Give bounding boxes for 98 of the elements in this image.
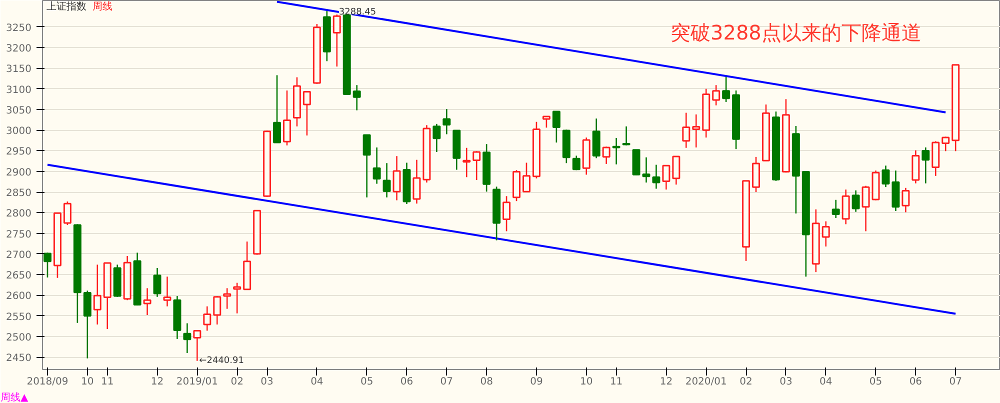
candlestick bbox=[542, 116, 550, 128]
annotation: ←2440.91 bbox=[199, 356, 244, 366]
x-tick-label: 03 bbox=[780, 376, 792, 388]
y-tick-label: 3100 bbox=[6, 84, 32, 96]
candlestick bbox=[432, 123, 441, 153]
candlestick bbox=[602, 146, 610, 165]
candlestick bbox=[233, 282, 242, 314]
candlestick bbox=[752, 156, 760, 193]
x-tick-label: 07 bbox=[949, 376, 962, 388]
candlestick bbox=[622, 126, 630, 146]
candlestick bbox=[352, 84, 361, 111]
y-tick-label: 2700 bbox=[6, 250, 32, 261]
y-tick-label: 2950 bbox=[6, 146, 32, 158]
candlestick bbox=[392, 155, 401, 201]
annotation: 3288.45 bbox=[338, 8, 376, 18]
candlestick bbox=[93, 264, 102, 326]
x-tick-label: 2018/09 bbox=[26, 376, 68, 388]
x-tick-label: 12 bbox=[660, 376, 673, 388]
x-tick-label: 12 bbox=[150, 376, 164, 388]
candlestick bbox=[203, 306, 212, 332]
candlestick bbox=[362, 134, 371, 198]
candlestick bbox=[672, 156, 680, 186]
candlestick bbox=[902, 187, 910, 213]
y-tick-label: 2800 bbox=[6, 208, 32, 220]
y-tick-label: 3200 bbox=[6, 44, 32, 55]
candlestick bbox=[652, 164, 660, 190]
y-tick-label: 2600 bbox=[6, 291, 32, 302]
candlestick bbox=[572, 155, 580, 171]
x-tick-label: 02 bbox=[230, 376, 244, 388]
candlestick bbox=[662, 164, 670, 190]
candlestick bbox=[642, 156, 650, 184]
candlestick bbox=[722, 76, 730, 103]
candlestick bbox=[63, 200, 72, 226]
chart-subtitle: 周线 bbox=[92, 0, 112, 12]
candlestick bbox=[862, 185, 870, 232]
candlestick bbox=[612, 137, 620, 166]
candlestick bbox=[143, 288, 152, 316]
candlestick bbox=[942, 136, 950, 152]
y-tick-label: 3150 bbox=[6, 64, 32, 76]
candlestick bbox=[302, 90, 311, 136]
text: 周线▲ bbox=[0, 392, 28, 403]
chart-title: 上证指数 bbox=[46, 0, 86, 12]
x-tick-label: 06 bbox=[400, 376, 414, 388]
x-tick-label: 02 bbox=[740, 376, 752, 388]
candlestick bbox=[552, 110, 560, 144]
y-tick-label: 2500 bbox=[6, 332, 32, 344]
x-tick-label: 11 bbox=[101, 376, 114, 388]
x-tick-label: 05 bbox=[360, 376, 374, 388]
candlestick bbox=[922, 146, 930, 184]
candlestick bbox=[712, 84, 720, 106]
x-tick-label: 06 bbox=[909, 376, 922, 388]
x-tick-label: 04 bbox=[820, 376, 832, 388]
y-tick-label: 2450 bbox=[6, 353, 32, 364]
candlestick bbox=[822, 220, 830, 248]
candlestick bbox=[193, 330, 202, 362]
candlestick bbox=[442, 108, 451, 135]
candlestick bbox=[382, 162, 391, 198]
x-tick-label: 07 bbox=[440, 376, 454, 388]
x-tick-label: 05 bbox=[869, 376, 882, 388]
candlestick bbox=[153, 267, 162, 298]
candlestick bbox=[692, 114, 700, 148]
x-tick-label: 11 bbox=[610, 376, 623, 388]
candlestick bbox=[83, 290, 92, 360]
x-tick-label: 09 bbox=[530, 376, 543, 388]
x-tick-label: 03 bbox=[260, 376, 274, 388]
y-tick-label: 2750 bbox=[6, 229, 32, 240]
candlestick bbox=[842, 188, 850, 225]
x-tick-label: 2020/01 bbox=[685, 376, 727, 388]
candlestick bbox=[412, 159, 421, 204]
candlestick bbox=[183, 322, 192, 354]
candlestick bbox=[852, 190, 860, 212]
y-tick-label: 2850 bbox=[6, 188, 32, 200]
x-tick-label: 2019/01 bbox=[176, 376, 218, 388]
annotation: 突破3288点以来的下降通道 bbox=[670, 20, 922, 44]
candlestick bbox=[163, 276, 172, 307]
candlestick bbox=[282, 90, 291, 146]
x-tick-label: 10 bbox=[580, 376, 593, 388]
candlestick bbox=[372, 146, 381, 184]
candlestick bbox=[502, 195, 511, 232]
candlestick bbox=[882, 164, 890, 188]
x-tick-label: 08 bbox=[480, 376, 493, 388]
y-tick-label: 3000 bbox=[6, 126, 32, 138]
y-tick-label: 2900 bbox=[6, 167, 32, 178]
candlestick bbox=[682, 112, 690, 148]
candlestick bbox=[522, 162, 530, 193]
candlestick bbox=[223, 288, 232, 310]
candlestick bbox=[213, 295, 222, 326]
y-tick-label: 2550 bbox=[6, 312, 32, 323]
y-tick-label: 3050 bbox=[6, 105, 32, 116]
candlestick bbox=[472, 150, 481, 181]
candlestick bbox=[273, 74, 282, 144]
y-tick-label: 2650 bbox=[6, 270, 32, 282]
y-tick-label: 3250 bbox=[6, 22, 32, 34]
x-tick-label: 10 bbox=[81, 376, 94, 388]
candlestick bbox=[832, 199, 840, 219]
x-tick-label: 04 bbox=[310, 376, 324, 388]
candlestick bbox=[462, 147, 471, 178]
candlestick bbox=[43, 252, 52, 278]
